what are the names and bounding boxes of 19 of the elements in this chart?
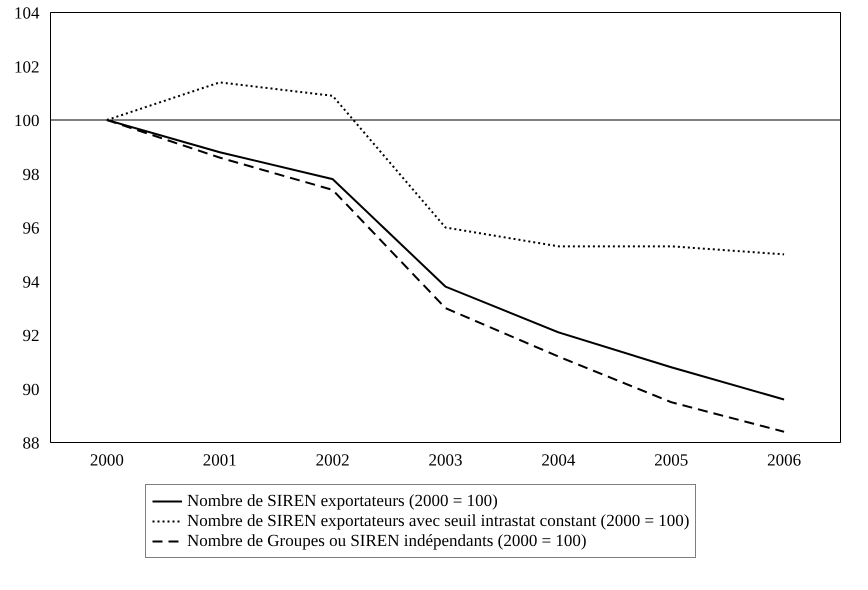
- y-tick-label: 88: [22, 434, 40, 452]
- legend-label: Nombre de Groupes ou SIREN indépendants (2000 = 100): [187, 531, 587, 551]
- x-tick-label: 2004: [541, 450, 576, 470]
- y-tick-label: 102: [14, 57, 40, 76]
- legend-label: Nombre de SIREN exportateurs avec seuil intrastat constant (2000 = 100): [187, 511, 690, 531]
- y-tick-label: 94: [22, 272, 40, 292]
- y-tick-label: 92: [22, 326, 40, 345]
- x-tick-label: 2005: [654, 450, 688, 470]
- x-tick-label: 2006: [767, 450, 802, 470]
- x-tick-label: 2001: [202, 450, 237, 470]
- x-tick-label: 2003: [428, 450, 462, 470]
- x-tick-label: 2002: [316, 450, 350, 470]
- legend-label: Nombre de SIREN exportateurs (2000 = 100): [187, 491, 498, 511]
- y-tick-label: 100: [14, 111, 40, 130]
- y-tick-label: 90: [22, 380, 40, 399]
- y-tick-label: 98: [22, 164, 40, 184]
- y-tick-label: 96: [22, 218, 40, 238]
- x-tick-label: 2000: [90, 450, 124, 470]
- y-tick-label: 104: [14, 4, 40, 22]
